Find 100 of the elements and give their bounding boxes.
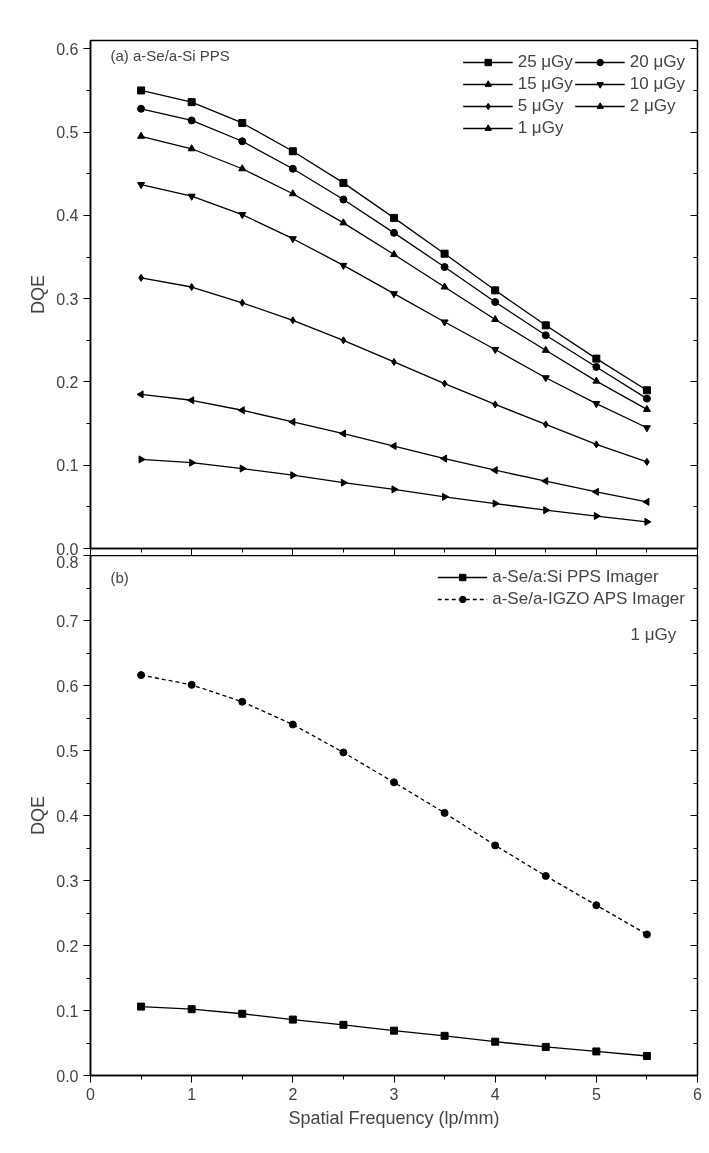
point bbox=[137, 182, 146, 190]
point bbox=[390, 291, 398, 299]
x-tick-label: 4 bbox=[490, 1085, 500, 1103]
point bbox=[642, 425, 651, 433]
point bbox=[288, 189, 297, 197]
point bbox=[490, 466, 498, 475]
point bbox=[491, 841, 500, 850]
point bbox=[592, 401, 601, 409]
point bbox=[137, 131, 146, 139]
point bbox=[440, 1031, 449, 1040]
point bbox=[541, 375, 550, 383]
point bbox=[238, 118, 247, 127]
y-tick-label: 0.6 bbox=[56, 677, 79, 695]
point bbox=[592, 362, 601, 371]
y-tick-label: 0.5 bbox=[56, 124, 79, 142]
point bbox=[491, 346, 500, 355]
point bbox=[440, 454, 448, 463]
point bbox=[189, 458, 197, 467]
legend-label: a-Se/a:Si PPS Imager bbox=[492, 567, 659, 587]
point bbox=[340, 478, 348, 487]
point bbox=[541, 321, 550, 330]
point bbox=[239, 298, 246, 307]
legend-label: 10 μGy bbox=[629, 74, 685, 94]
point bbox=[187, 396, 195, 405]
point bbox=[290, 471, 298, 480]
point bbox=[391, 485, 399, 494]
x-tick-label: 5 bbox=[591, 1085, 601, 1103]
point bbox=[390, 213, 398, 222]
y-tick-label: 0.4 bbox=[56, 807, 79, 825]
point bbox=[440, 263, 449, 272]
point bbox=[138, 455, 146, 464]
legend-label: 20 μGy bbox=[629, 52, 685, 72]
point bbox=[339, 1020, 348, 1029]
x-tick-label: 3 bbox=[389, 1085, 399, 1103]
point bbox=[339, 178, 348, 187]
point bbox=[339, 262, 348, 270]
point bbox=[491, 286, 500, 295]
point bbox=[592, 901, 601, 910]
point bbox=[137, 86, 146, 95]
point bbox=[339, 748, 348, 757]
point bbox=[591, 487, 599, 496]
point bbox=[288, 1015, 297, 1024]
y-tick-label: 0.0 bbox=[56, 1067, 79, 1085]
point bbox=[338, 429, 346, 438]
point bbox=[238, 212, 247, 220]
point bbox=[137, 671, 146, 680]
point bbox=[642, 497, 650, 506]
y-tick-label: 0.7 bbox=[56, 612, 79, 630]
point bbox=[642, 386, 651, 395]
point bbox=[238, 697, 247, 706]
legend-label: 2 μGy bbox=[629, 96, 676, 116]
point bbox=[187, 116, 196, 125]
point bbox=[440, 319, 449, 327]
point bbox=[541, 345, 550, 353]
y-tick-label: 0.3 bbox=[56, 290, 79, 308]
point bbox=[390, 249, 398, 258]
point bbox=[543, 506, 551, 515]
point bbox=[442, 492, 450, 501]
y-tick-label: 0.1 bbox=[56, 457, 79, 475]
point bbox=[288, 236, 297, 244]
point bbox=[339, 195, 348, 204]
point bbox=[642, 394, 651, 403]
point bbox=[238, 164, 247, 172]
point bbox=[187, 98, 196, 107]
annotation: (a) a-Se/a-Si PPS bbox=[110, 46, 230, 64]
point bbox=[239, 464, 247, 473]
point bbox=[593, 440, 600, 449]
x-axis-title: Spatial Frequency (lp/mm) bbox=[288, 1107, 500, 1128]
x-tick-label: 1 bbox=[187, 1085, 197, 1103]
point bbox=[188, 283, 195, 291]
annotation: 1 μGy bbox=[630, 624, 677, 644]
annotation: (b) bbox=[110, 568, 129, 586]
point bbox=[187, 1005, 196, 1014]
point bbox=[541, 331, 550, 340]
point bbox=[541, 477, 549, 486]
y-tick-label: 0.4 bbox=[56, 207, 79, 225]
y-tick-label: 0.6 bbox=[56, 40, 79, 58]
point bbox=[541, 871, 550, 880]
point bbox=[389, 442, 397, 451]
y-axis-title: DQE bbox=[28, 795, 49, 835]
point bbox=[136, 390, 144, 399]
point bbox=[340, 336, 347, 345]
point bbox=[542, 420, 549, 429]
point bbox=[187, 680, 196, 689]
y-tick-label: 0.5 bbox=[56, 742, 79, 760]
point bbox=[491, 314, 500, 322]
point bbox=[390, 228, 398, 237]
point bbox=[288, 720, 297, 729]
point bbox=[491, 298, 500, 306]
point bbox=[592, 354, 601, 363]
point bbox=[541, 1042, 550, 1051]
point bbox=[137, 1002, 146, 1011]
legend-label: 25 μGy bbox=[517, 52, 573, 72]
point bbox=[440, 808, 449, 817]
point bbox=[238, 137, 247, 146]
point bbox=[593, 512, 601, 521]
point bbox=[288, 417, 296, 426]
point bbox=[187, 144, 196, 152]
point bbox=[492, 499, 500, 508]
point bbox=[440, 282, 449, 290]
